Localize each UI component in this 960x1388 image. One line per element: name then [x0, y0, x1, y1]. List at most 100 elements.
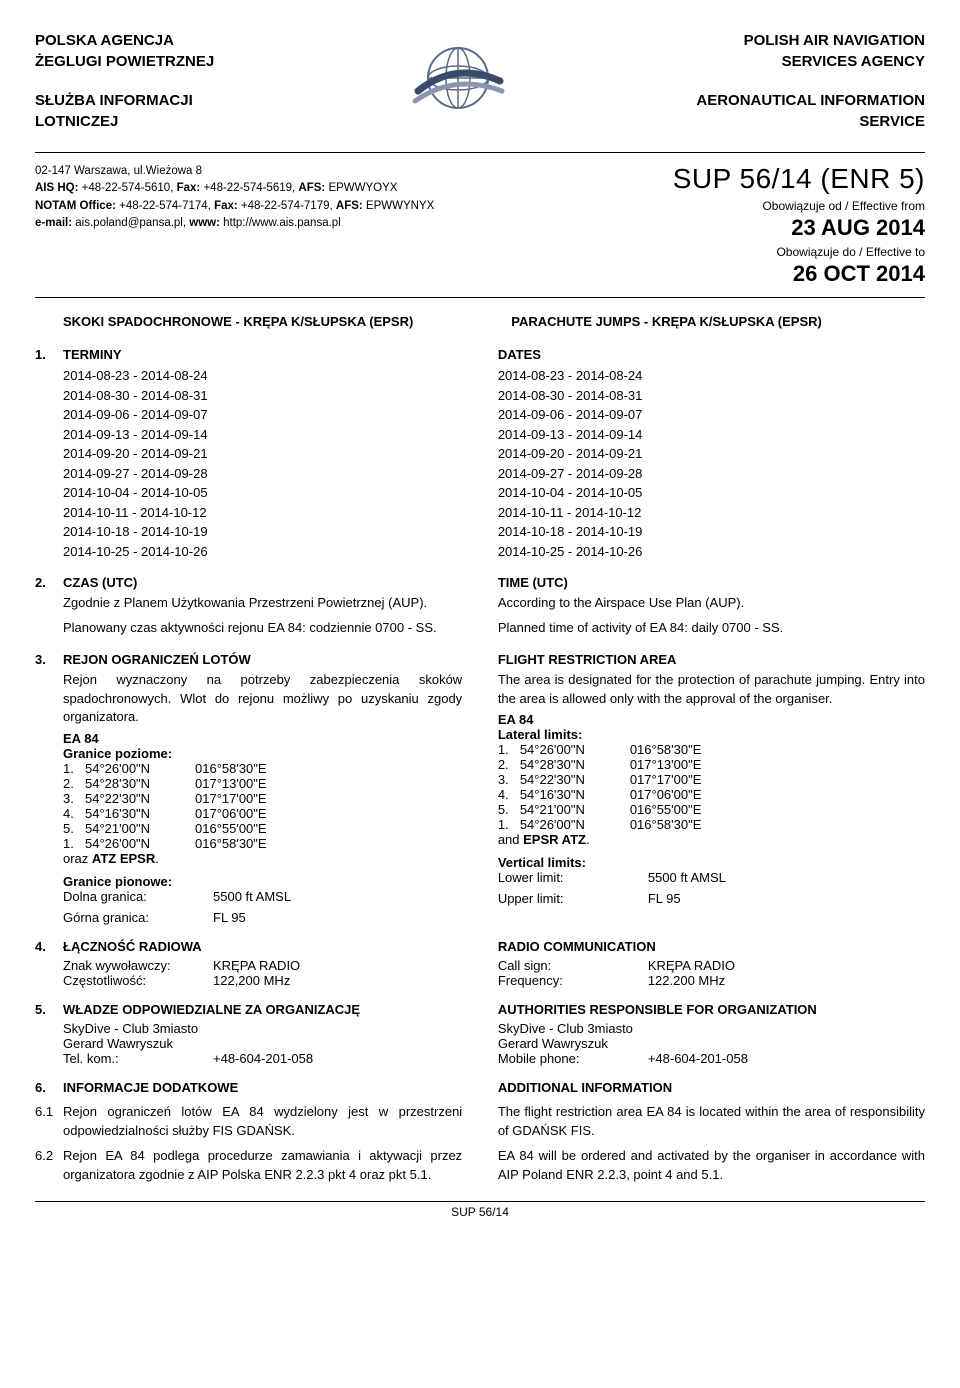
coord-row: 4.54°16'30"N017°06'00"E [63, 806, 462, 821]
contact-notam: NOTAM Office: +48-22-574-7174, Fax: +48-… [35, 198, 434, 215]
section-2: 2. CZAS (UTC) Zgodnie z Planem Użytkowan… [35, 575, 925, 638]
section-5: 5. WŁADZE ODPOWIEDZIALNE ZA ORGANIZACJĘ … [35, 1002, 925, 1066]
date-item: 2014-09-06 - 2014-09-07 [498, 405, 925, 425]
coord-n: 1. [498, 742, 520, 757]
s6-2-right: EA 84 will be ordered and activated by t… [498, 1147, 925, 1185]
s5-left: 5. WŁADZE ODPOWIEDZIALNE ZA ORGANIZACJĘ … [35, 1002, 462, 1066]
title-en: PARACHUTE JUMPS - KRĘPA K/SŁUPSKA (EPSR) [511, 314, 925, 329]
s6-pl-61: 6.1 Rejon ograniczeń lotów EA 84 wydziel… [63, 1103, 462, 1141]
fax2-val: +48-22-574-7179, [238, 200, 336, 212]
coord-lat: 54°28'30"N [85, 776, 195, 791]
s3-right: FLIGHT RESTRICTION AREA The area is desi… [498, 652, 925, 926]
s3-en-atz-pre: and [498, 832, 523, 847]
s3-en-atz-dot: . [586, 832, 590, 847]
s3-en-coords: 1.54°26'00"N016°58'30"E2.54°28'30"N017°1… [498, 742, 925, 832]
s3-en-vert-label: Vertical limits: [498, 855, 925, 870]
s2-en-head: TIME (UTC) [498, 575, 925, 590]
eff-to: 26 OCT 2014 [673, 261, 925, 287]
s1-num: 1. [35, 347, 46, 362]
s4-pl-freq-k: Częstotliwość: [63, 973, 213, 988]
s5-en-l2: Gerard Wawryszuk [498, 1036, 925, 1051]
coord-n: 5. [498, 802, 520, 817]
coord-lat: 54°16'30"N [85, 806, 195, 821]
s4-pl-head: 4. ŁĄCZNOŚĆ RADIOWA [63, 939, 462, 954]
contact-addr: 02-147 Warszawa, ul.Wieżowa 8 [35, 163, 434, 180]
title-pl: SKOKI SPADOCHRONOWE - KRĘPA K/SŁUPSKA (E… [63, 314, 477, 329]
date-item: 2014-09-20 - 2014-09-21 [498, 444, 925, 464]
s4-pl-call-k: Znak wywoławczy: [63, 958, 213, 973]
s4-en-freq-k: Frequency: [498, 973, 648, 988]
sup-block: SUP 56/14 (ENR 5) Obowiązuje od / Effect… [673, 163, 925, 287]
s6-1-right: The flight restriction area EA 84 is loc… [498, 1103, 925, 1141]
coord-lat: 54°22'30"N [520, 772, 630, 787]
divider-2 [35, 297, 925, 298]
coord-row: 1.54°26'00"N016°58'30"E [498, 742, 925, 757]
coord-n: 1. [63, 761, 85, 776]
coord-n: 2. [63, 776, 85, 791]
coord-n: 5. [63, 821, 85, 836]
s5-right: AUTHORITIES RESPONSIBLE FOR ORGANIZATION… [498, 1002, 925, 1066]
s1-right: DATES 2014-08-23 - 2014-08-242014-08-30 … [498, 347, 925, 561]
s3-pl-head-text: REJON OGRANICZEŃ LOTÓW [63, 652, 251, 667]
notam-label: NOTAM Office: [35, 200, 116, 212]
s6-pl-head: 6. INFORMACJE DODATKOWE [63, 1080, 462, 1095]
s4-pl-call: Znak wywoławczy: KRĘPA RADIO [63, 958, 462, 973]
section-6-head: 6. INFORMACJE DODATKOWE ADDITIONAL INFOR… [35, 1080, 925, 1099]
afs2-val: EPWWYNYX [363, 200, 435, 212]
coord-lat: 54°21'00"N [520, 802, 630, 817]
coord-row: 3.54°22'30"N017°17'00"E [498, 772, 925, 787]
s5-pl-l1: SkyDive - Club 3miasto [63, 1021, 462, 1036]
coord-n: 1. [498, 817, 520, 832]
header-left: POLSKA AGENCJA ŻEGLUGI POWIETRZNEJ SŁUŻB… [35, 30, 214, 132]
header-right: POLISH AIR NAVIGATION SERVICES AGENCY AE… [696, 30, 925, 132]
s3-en-upper-k: Upper limit: [498, 891, 648, 906]
s6-62-num: 6.2 [35, 1147, 53, 1166]
s3-en-lat-label: Lateral limits: [498, 727, 925, 742]
s3-pl-head: 3. REJON OGRANICZEŃ LOTÓW [63, 652, 462, 667]
contact-ais: AIS HQ: +48-22-574-5610, Fax: +48-22-574… [35, 180, 434, 197]
s3-en-head: FLIGHT RESTRICTION AREA [498, 652, 925, 667]
s3-left: 3. REJON OGRANICZEŃ LOTÓW Rejon wyznaczo… [35, 652, 462, 926]
agency-pl-l1: POLSKA AGENCJA [35, 30, 214, 51]
afs1-label: AFS: [298, 182, 325, 194]
contact-row: 02-147 Warszawa, ul.Wieżowa 8 AIS HQ: +4… [35, 163, 925, 287]
footer: SUP 56/14 [35, 1201, 925, 1219]
agency-en-l2: SERVICES AGENCY [696, 51, 925, 72]
s2-pl-head: 2. CZAS (UTC) [63, 575, 462, 590]
s3-pl-atz-dot: . [155, 851, 159, 866]
afs2-label: AFS: [336, 200, 363, 212]
coord-lon: 016°55'00"E [630, 802, 740, 817]
s3-en-upper: Upper limit: FL 95 [498, 891, 925, 906]
s3-pl-desc: Rejon wyznaczony na potrzeby zabezpiecze… [63, 671, 462, 728]
s5-pl-l2: Gerard Wawryszuk [63, 1036, 462, 1051]
s4-pl-freq-v: 122,200 MHz [213, 973, 290, 988]
s4-en-call-k: Call sign: [498, 958, 648, 973]
s4-pl-freq: Częstotliwość: 122,200 MHz [63, 973, 462, 988]
s6-en-62: EA 84 will be ordered and activated by t… [498, 1147, 925, 1185]
s3-pl-ea: EA 84 [63, 731, 462, 746]
date-item: 2014-09-27 - 2014-09-28 [63, 464, 462, 484]
s5-en-head: AUTHORITIES RESPONSIBLE FOR ORGANIZATION [498, 1002, 925, 1017]
s4-num: 4. [35, 939, 46, 954]
s4-en-head: RADIO COMMUNICATION [498, 939, 925, 954]
s5-en-tel-k: Mobile phone: [498, 1051, 648, 1066]
s3-en-lower-k: Lower limit: [498, 870, 648, 885]
s2-pl-l2: Planowany czas aktywności rejonu EA 84: … [63, 619, 462, 638]
s1-pl-dates: 2014-08-23 - 2014-08-242014-08-30 - 2014… [63, 366, 462, 561]
coord-lon: 016°58'30"E [195, 836, 305, 851]
s5-pl-tel-k: Tel. kom.: [63, 1051, 213, 1066]
s6-pl-head-text: INFORMACJE DODATKOWE [63, 1080, 238, 1095]
date-item: 2014-10-11 - 2014-10-12 [498, 503, 925, 523]
s3-en-ea: EA 84 [498, 712, 925, 727]
date-item: 2014-09-27 - 2014-09-28 [498, 464, 925, 484]
coord-row: 1.54°26'00"N016°58'30"E [63, 761, 462, 776]
email-label: e-mail: [35, 217, 72, 229]
service-pl-l1: SŁUŻBA INFORMACJI [35, 90, 214, 111]
coord-row: 1.54°26'00"N016°58'30"E [63, 836, 462, 851]
coord-n: 3. [63, 791, 85, 806]
s2-num: 2. [35, 575, 46, 590]
s3-num: 3. [35, 652, 46, 667]
coord-lon: 017°13'00"E [195, 776, 305, 791]
ais-hq-label: AIS HQ: [35, 182, 78, 194]
section-1: 1. TERMINY 2014-08-23 - 2014-08-242014-0… [35, 347, 925, 561]
